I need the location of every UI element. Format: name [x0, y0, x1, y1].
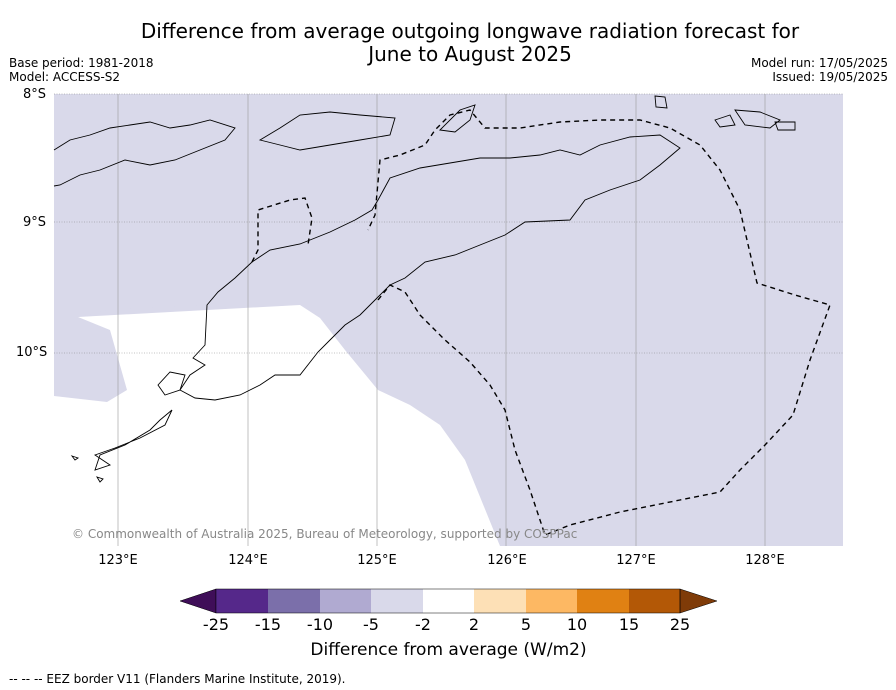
colorbar-bin-8	[577, 589, 629, 613]
cbar-tick-7: 5	[520, 615, 532, 634]
cbar-tick-8: 10	[566, 615, 588, 634]
colorbar-bin-1	[216, 589, 268, 613]
title-line-2: June to August 2025	[368, 42, 572, 66]
base-period: Base period: 1981-2018	[9, 56, 154, 70]
cbar-tick-10: 25	[669, 615, 691, 634]
colorbar-bin-5	[423, 589, 474, 613]
colorbar-extend-low	[179, 588, 217, 614]
island-north-4	[774, 121, 796, 131]
cbar-tick-4: -5	[363, 615, 379, 634]
eez-timor-leste	[367, 109, 831, 536]
rote-coast	[157, 371, 186, 396]
eez-oecusse	[251, 197, 313, 263]
coastlines	[53, 95, 796, 483]
colorbar-label: Difference from average (W/m2)	[310, 640, 587, 660]
cbar-tick-1: -25	[202, 615, 230, 634]
savu-coast	[93, 409, 173, 471]
neutral-region-west	[54, 94, 200, 402]
wetar-coast	[439, 104, 476, 133]
issued-date: Issued: 19/05/2025	[772, 70, 888, 84]
island-north-1	[654, 95, 668, 109]
model-name: Model: ACCESS-S2	[9, 70, 121, 84]
colorbar-bin-3	[320, 589, 371, 613]
small-island-2	[95, 476, 104, 483]
map-title: Difference from average outgoing longwav…	[110, 20, 830, 66]
lon-label-123e: 123°E	[98, 553, 138, 568]
small-island-1	[70, 455, 80, 461]
eez-border	[251, 109, 831, 536]
lat-label-10s: 10°S	[16, 345, 48, 360]
cbar-tick-5: -2	[415, 615, 431, 634]
timor-coast	[179, 134, 681, 401]
eez-footnote: -- -- -- EEZ border V11 (Flanders Marine…	[9, 672, 346, 686]
cbar-tick-3: -10	[306, 615, 334, 634]
colorbar-bin-4	[371, 589, 423, 613]
neutral-region	[54, 305, 500, 546]
title-line-1: Difference from average outgoing longwav…	[140, 19, 800, 43]
colorbar-frame	[215, 588, 681, 614]
cbar-tick-2: -15	[254, 615, 282, 634]
flores-coast	[53, 119, 236, 187]
gridlines-lon	[117, 94, 766, 546]
lon-label-125e: 125°E	[357, 553, 397, 568]
lon-label-128e: 128°E	[745, 553, 785, 568]
alor-coast	[258, 111, 396, 151]
cbar-tick-6: 2	[468, 615, 480, 634]
gridlines	[54, 93, 843, 354]
meta-left: Base period: 1981-2018 Model: ACCESS-S2	[9, 56, 154, 84]
model-run: Model run: 17/05/2025	[750, 56, 888, 70]
colorbar	[179, 588, 718, 614]
lon-label-126e: 126°E	[487, 553, 527, 568]
colorbar-bin-2	[268, 589, 320, 613]
island-north-3	[734, 109, 781, 129]
lat-label-9s: 9°S	[22, 215, 46, 230]
meta-right: Model run: 17/05/2025 Issued: 19/05/2025	[751, 56, 888, 84]
lat-label-8s: 8°S	[22, 87, 46, 102]
colorbar-bin-9	[629, 589, 680, 613]
lon-label-124e: 124°E	[228, 553, 268, 568]
colorbar-bin-7	[526, 589, 577, 613]
colorbar-bin-6	[474, 589, 526, 613]
colorbar-extend-high	[679, 588, 718, 614]
island-north-2	[714, 114, 736, 128]
cbar-tick-9: 15	[618, 615, 640, 634]
copyright-notice: © Commonwealth of Australia 2025, Bureau…	[72, 527, 578, 541]
lon-label-127e: 127°E	[616, 553, 656, 568]
